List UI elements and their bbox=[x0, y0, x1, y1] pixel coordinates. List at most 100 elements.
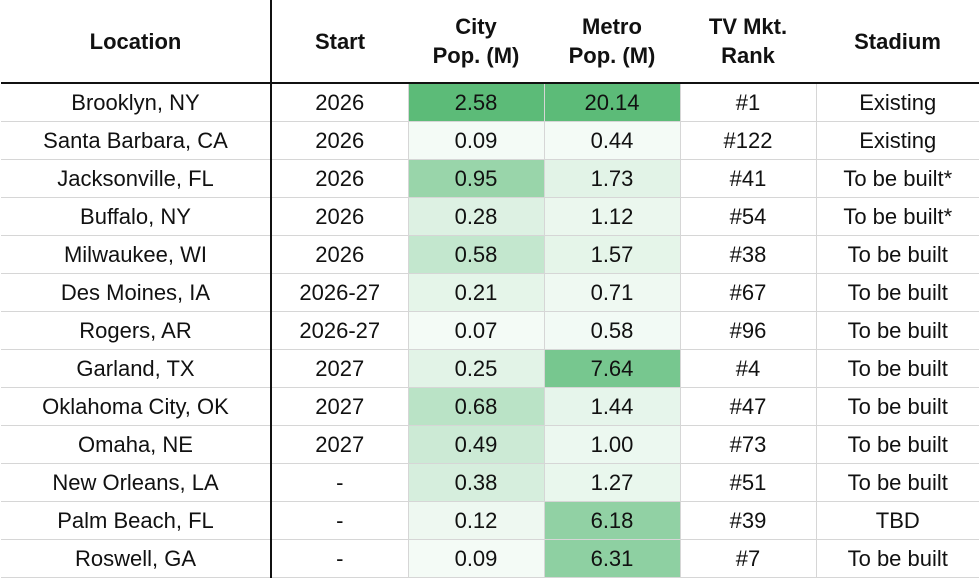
stadium-cell: To be built bbox=[815, 349, 979, 388]
header-city-pop-line2: Pop. (M) bbox=[432, 43, 520, 68]
header-tv-rank: TV Mkt. Rank bbox=[680, 0, 816, 84]
start-cell: 2026-27 bbox=[270, 273, 409, 312]
header-start: Start bbox=[271, 0, 408, 84]
start-cell: 2026 bbox=[270, 159, 409, 198]
city-pop-cell: 0.49 bbox=[407, 425, 545, 464]
start-cell: - bbox=[270, 539, 409, 578]
city-pop-cell: 0.12 bbox=[407, 501, 545, 540]
header-metro-pop-line2: Pop. (M) bbox=[568, 43, 656, 68]
start-cell: 2027 bbox=[270, 425, 409, 464]
location-cell: Garland, TX bbox=[1, 349, 272, 388]
location-cell: Des Moines, IA bbox=[1, 273, 272, 312]
city-pop-cell: 0.07 bbox=[407, 311, 545, 350]
metro-pop-cell: 7.64 bbox=[543, 349, 681, 388]
metro-pop-cell: 1.44 bbox=[543, 387, 681, 426]
table-row: Rogers, AR 2026-27 0.07 0.58 #96 To be built bbox=[1, 311, 979, 350]
start-cell: 2027 bbox=[270, 387, 409, 426]
metro-pop-cell: 0.44 bbox=[543, 121, 681, 160]
tv-rank-cell: #51 bbox=[679, 463, 817, 502]
metro-pop-cell: 1.27 bbox=[543, 463, 681, 502]
table-row: Milwaukee, WI 2026 0.58 1.57 #38 To be built bbox=[1, 235, 979, 274]
header-location: Location bbox=[1, 0, 272, 84]
stadium-cell: To be built* bbox=[815, 159, 979, 198]
start-cell: - bbox=[270, 463, 409, 502]
stadium-cell: To be built bbox=[815, 539, 979, 578]
stadium-cell: To be built bbox=[815, 273, 979, 312]
tv-rank-cell: #122 bbox=[679, 121, 817, 160]
metro-pop-cell: 1.12 bbox=[543, 197, 681, 236]
metro-pop-cell: 1.73 bbox=[543, 159, 681, 198]
city-pop-cell: 0.28 bbox=[407, 197, 545, 236]
city-pop-cell: 0.25 bbox=[407, 349, 545, 388]
table-row: Oklahoma City, OK 2027 0.68 1.44 #47 To be bu… bbox=[1, 387, 979, 426]
tv-rank-cell: #7 bbox=[679, 539, 817, 578]
tv-rank-cell: #41 bbox=[679, 159, 817, 198]
location-cell: Roswell, GA bbox=[1, 539, 272, 578]
city-pop-cell: 0.58 bbox=[407, 235, 545, 274]
stadium-cell: TBD bbox=[815, 501, 979, 540]
metro-pop-cell: 1.00 bbox=[543, 425, 681, 464]
start-cell: 2027 bbox=[270, 349, 409, 388]
tv-rank-cell: #39 bbox=[679, 501, 817, 540]
table-row: Palm Beach, FL -0.12 6.18 #39 TBD bbox=[1, 501, 979, 540]
stadium-cell: To be built bbox=[815, 387, 979, 426]
city-pop-cell: 0.21 bbox=[407, 273, 545, 312]
location-cell: Omaha, NE bbox=[1, 425, 272, 464]
stadium-cell: Existing bbox=[815, 83, 979, 122]
metro-pop-cell: 20.14 bbox=[543, 83, 681, 122]
table-row: Santa Barbara, CA 2026 0.09 0.44 #122 Existin… bbox=[1, 121, 979, 160]
stadium-cell: Existing bbox=[815, 121, 979, 160]
table-row: Buffalo, NY 2026 0.28 1.12 #54 To be built* bbox=[1, 197, 979, 236]
location-cell: Oklahoma City, OK bbox=[1, 387, 272, 426]
metro-pop-cell: 6.18 bbox=[543, 501, 681, 540]
tv-rank-cell: #96 bbox=[679, 311, 817, 350]
start-cell: 2026 bbox=[270, 121, 409, 160]
metro-pop-cell: 0.58 bbox=[543, 311, 681, 350]
header-metro-pop-line1: Metro bbox=[582, 14, 642, 39]
header-tv-rank-line2: Rank bbox=[721, 43, 775, 68]
header-tv-rank-line1: TV Mkt. bbox=[708, 14, 788, 39]
city-pop-cell: 0.38 bbox=[407, 463, 545, 502]
metro-pop-cell: 6.31 bbox=[543, 539, 681, 578]
table-body: Brooklyn, NY 2026 2.58 20.14 #1 Existing Santa… bbox=[1, 83, 979, 578]
table-row: Roswell, GA -0.09 6.31 #7 To be built bbox=[1, 539, 979, 578]
header-city-pop: City Pop. (M) bbox=[408, 0, 544, 84]
city-pop-cell: 0.95 bbox=[407, 159, 545, 198]
stadium-cell: To be built bbox=[815, 425, 979, 464]
location-cell: Jacksonville, FL bbox=[1, 159, 272, 198]
start-cell: 2026 bbox=[270, 83, 409, 122]
stadium-cell: To be built* bbox=[815, 197, 979, 236]
tv-rank-cell: #38 bbox=[679, 235, 817, 274]
location-cell: Rogers, AR bbox=[1, 311, 272, 350]
header-stadium: Stadium bbox=[816, 0, 979, 84]
header-row: Location Start City Pop. (M) Metro Pop. … bbox=[1, 0, 979, 84]
table-row: Des Moines, IA 2026-27 0.21 0.71 #67 To be bu… bbox=[1, 273, 979, 312]
table-row: Omaha, NE 2027 0.49 1.00 #73 To be built bbox=[1, 425, 979, 464]
location-cell: Santa Barbara, CA bbox=[1, 121, 272, 160]
table-row: Brooklyn, NY 2026 2.58 20.14 #1 Existing bbox=[1, 83, 979, 122]
location-cell: New Orleans, LA bbox=[1, 463, 272, 502]
metro-pop-cell: 1.57 bbox=[543, 235, 681, 274]
table-row: Jacksonville, FL 2026 0.95 1.73 #41 To be bui… bbox=[1, 159, 979, 198]
start-cell: 2026 bbox=[270, 235, 409, 274]
start-cell: 2026 bbox=[270, 197, 409, 236]
table-row: New Orleans, LA -0.38 1.27 #51 To be built bbox=[1, 463, 979, 502]
location-cell: Palm Beach, FL bbox=[1, 501, 272, 540]
header-city-pop-line1: City bbox=[455, 14, 497, 39]
header-metro-pop: Metro Pop. (M) bbox=[544, 0, 680, 84]
tv-rank-cell: #1 bbox=[679, 83, 817, 122]
tv-rank-cell: #73 bbox=[679, 425, 817, 464]
table-row: Garland, TX 2027 0.25 7.64 #4 To be built bbox=[1, 349, 979, 388]
tv-rank-cell: #47 bbox=[679, 387, 817, 426]
city-pop-cell: 0.09 bbox=[407, 539, 545, 578]
city-pop-cell: 0.09 bbox=[407, 121, 545, 160]
start-cell: 2026-27 bbox=[270, 311, 409, 350]
tv-rank-cell: #67 bbox=[679, 273, 817, 312]
tv-rank-cell: #54 bbox=[679, 197, 817, 236]
tv-rank-cell: #4 bbox=[679, 349, 817, 388]
location-cell: Buffalo, NY bbox=[1, 197, 272, 236]
stadium-cell: To be built bbox=[815, 235, 979, 274]
metro-pop-cell: 0.71 bbox=[543, 273, 681, 312]
location-cell: Milwaukee, WI bbox=[1, 235, 272, 274]
